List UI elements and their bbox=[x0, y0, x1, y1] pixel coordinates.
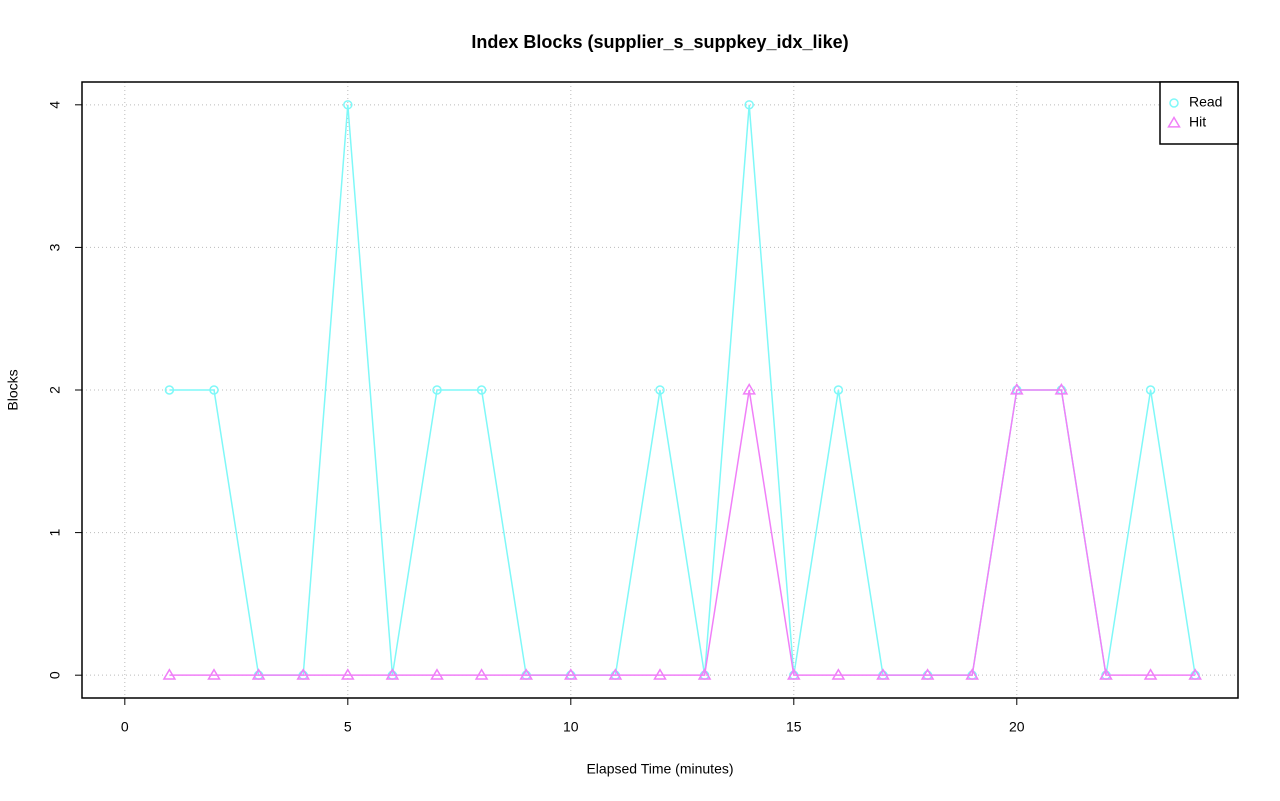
x-axis-label: Elapsed Time (minutes) bbox=[586, 761, 733, 777]
y-axis-label: Blocks bbox=[5, 369, 21, 410]
data-point bbox=[1188, 668, 1202, 680]
y-tick-label: 0 bbox=[47, 671, 63, 679]
data-point bbox=[876, 668, 890, 680]
data-point bbox=[162, 668, 177, 680]
series-line bbox=[169, 389, 1196, 676]
data-point bbox=[1009, 383, 1024, 395]
x-tick-label: 20 bbox=[1009, 719, 1025, 735]
data-point bbox=[563, 668, 578, 680]
chart-title: Index Blocks (supplier_s_suppkey_idx_lik… bbox=[471, 32, 848, 52]
data-point bbox=[209, 385, 219, 395]
data-point bbox=[432, 385, 442, 395]
plot-frame bbox=[81, 81, 1239, 699]
data-point bbox=[1054, 383, 1069, 395]
data-point bbox=[744, 100, 754, 110]
legend-label: Read bbox=[1189, 94, 1222, 110]
y-tick-label: 3 bbox=[47, 243, 63, 251]
y-tick-label: 4 bbox=[47, 101, 63, 109]
y-tick-label: 2 bbox=[47, 386, 63, 394]
x-tick-label: 5 bbox=[344, 719, 352, 735]
data-point bbox=[655, 385, 665, 395]
data-point bbox=[833, 385, 844, 395]
data-point bbox=[786, 668, 801, 680]
data-point bbox=[385, 668, 400, 680]
data-point bbox=[164, 385, 175, 395]
data-point bbox=[430, 668, 444, 680]
data-point bbox=[1143, 668, 1158, 680]
data-point bbox=[251, 668, 266, 680]
x-tick-label: 0 bbox=[121, 719, 129, 735]
data-point bbox=[1099, 668, 1113, 680]
data-point bbox=[474, 668, 489, 680]
legend-marker bbox=[1169, 98, 1179, 108]
x-tick-label: 15 bbox=[786, 719, 802, 735]
y-tick-label: 1 bbox=[47, 528, 63, 536]
data-point bbox=[340, 668, 355, 680]
legend-marker bbox=[1167, 116, 1181, 128]
data-point bbox=[343, 100, 353, 110]
x-tick-label: 10 bbox=[563, 719, 579, 735]
data-point bbox=[207, 668, 221, 680]
data-point bbox=[476, 385, 487, 395]
data-point bbox=[831, 668, 846, 680]
data-point bbox=[608, 668, 623, 680]
data-point bbox=[920, 668, 935, 680]
data-point bbox=[296, 668, 311, 680]
data-point bbox=[653, 668, 667, 680]
legend-box bbox=[1159, 81, 1239, 145]
data-point bbox=[742, 383, 757, 395]
data-point bbox=[965, 668, 980, 680]
legend-label: Hit bbox=[1189, 114, 1206, 130]
data-point bbox=[1145, 385, 1156, 395]
data-point bbox=[519, 668, 534, 680]
data-point bbox=[697, 668, 712, 680]
